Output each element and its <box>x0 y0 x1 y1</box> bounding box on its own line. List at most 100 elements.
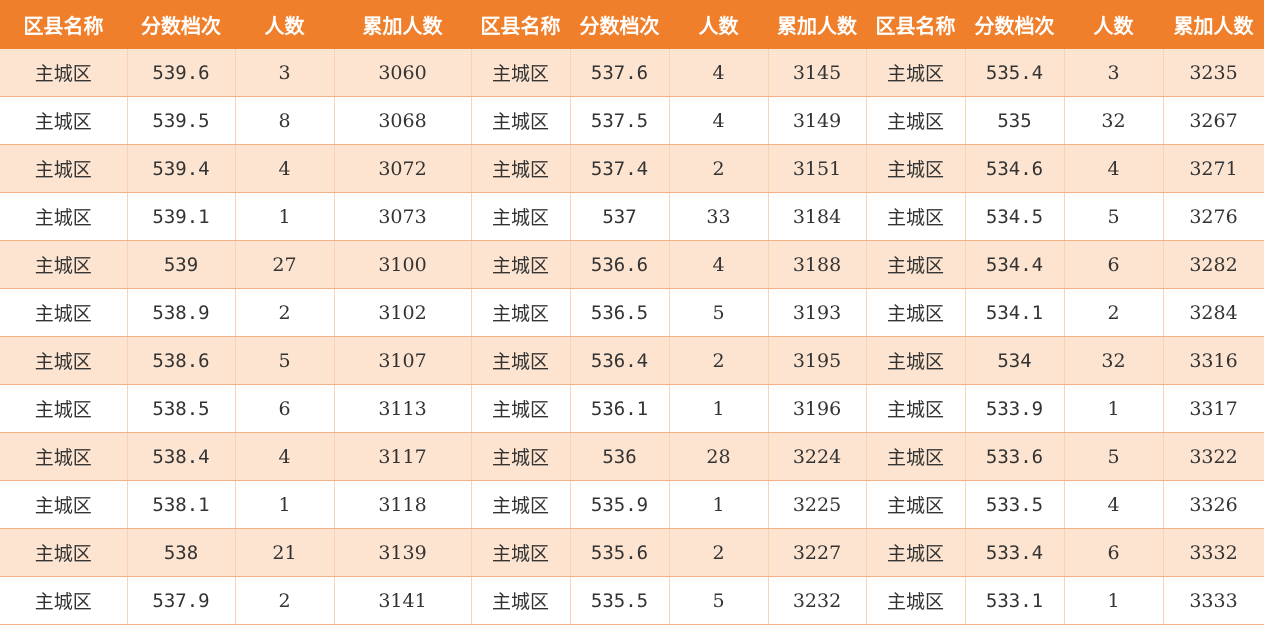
cell-count: 2 <box>669 528 769 577</box>
cell-district: 主城区 <box>0 576 128 625</box>
cell-count: 1 <box>669 480 769 529</box>
cell-score: 539.1 <box>127 192 236 241</box>
cell-district: 主城区 <box>0 192 128 241</box>
cell-score: 535.9 <box>570 480 670 529</box>
header-cumulative: 累加人数 <box>768 0 866 49</box>
cell-cumulative: 3227 <box>768 528 867 577</box>
header-score: 分数档次 <box>127 0 235 49</box>
cell-count: 6 <box>1064 528 1164 577</box>
cell-district: 主城区 <box>471 240 571 289</box>
cell-cumulative: 3224 <box>768 432 867 481</box>
cell-district: 主城区 <box>866 528 966 577</box>
cell-count: 4 <box>669 96 769 145</box>
cell-count: 4 <box>669 240 769 289</box>
cell-cumulative: 3225 <box>768 480 867 529</box>
table-row: 主城区 538.5 6 3113 主城区 536.1 1 3196 主城区 533.9 1 3317 <box>0 384 1264 433</box>
cell-district: 主城区 <box>866 336 966 385</box>
cell-score: 537.4 <box>570 144 670 193</box>
cell-score: 534.5 <box>965 192 1065 241</box>
cell-district: 主城区 <box>866 432 966 481</box>
cell-score: 538 <box>127 528 236 577</box>
cell-cumulative: 3072 <box>334 144 472 193</box>
cell-count: 1 <box>669 384 769 433</box>
cell-district: 主城区 <box>471 49 571 97</box>
cell-cumulative: 3333 <box>1163 576 1264 625</box>
cell-cumulative: 3139 <box>334 528 472 577</box>
cell-district: 主城区 <box>866 144 966 193</box>
cell-cumulative: 3145 <box>768 49 867 97</box>
header-score: 分数档次 <box>570 0 669 49</box>
cell-district: 主城区 <box>0 240 128 289</box>
cell-cumulative: 3184 <box>768 192 867 241</box>
cell-score: 533.5 <box>965 480 1065 529</box>
cell-district: 主城区 <box>471 480 571 529</box>
cell-district: 主城区 <box>471 432 571 481</box>
header-district: 区县名称 <box>866 0 965 49</box>
cell-score: 536.4 <box>570 336 670 385</box>
cell-cumulative: 3188 <box>768 240 867 289</box>
table-row: 主城区 538.4 4 3117 主城区 536 28 3224 主城区 533.6 5 3322 <box>0 432 1264 481</box>
cell-score: 534 <box>965 336 1065 385</box>
cell-cumulative: 3267 <box>1163 96 1264 145</box>
cell-score: 535 <box>965 96 1065 145</box>
cell-score: 535.5 <box>570 576 670 625</box>
cell-cumulative: 3102 <box>334 288 472 337</box>
cell-count: 8 <box>235 96 335 145</box>
cell-cumulative: 3073 <box>334 192 472 241</box>
cell-count: 2 <box>669 144 769 193</box>
cell-cumulative: 3117 <box>334 432 472 481</box>
cell-district: 主城区 <box>866 576 966 625</box>
cell-count: 33 <box>669 192 769 241</box>
table-body: 主城区 539.6 3 3060 主城区 537.6 4 3145 主城区 535.4 3 3235 主… <box>0 49 1264 625</box>
cell-score: 537.5 <box>570 96 670 145</box>
table-row: 主城区 538.6 5 3107 主城区 536.4 2 3195 主城区 534 32 3316 <box>0 336 1264 385</box>
header-district: 区县名称 <box>471 0 570 49</box>
cell-count: 2 <box>669 336 769 385</box>
cell-count: 1 <box>1064 576 1164 625</box>
cell-count: 1 <box>1064 384 1164 433</box>
cell-district: 主城区 <box>471 528 571 577</box>
cell-count: 4 <box>235 144 335 193</box>
cell-score: 539.5 <box>127 96 236 145</box>
cell-score: 533.9 <box>965 384 1065 433</box>
cell-score: 534.4 <box>965 240 1065 289</box>
cell-cumulative: 3235 <box>1163 49 1264 97</box>
header-cumulative: 累加人数 <box>334 0 471 49</box>
cell-district: 主城区 <box>471 96 571 145</box>
cell-cumulative: 3151 <box>768 144 867 193</box>
table-row: 主城区 539 27 3100 主城区 536.6 4 3188 主城区 534.4 6 3282 <box>0 240 1264 289</box>
cell-score: 534.1 <box>965 288 1065 337</box>
header-district: 区县名称 <box>0 0 127 49</box>
cell-district: 主城区 <box>471 336 571 385</box>
table-row: 主城区 539.4 4 3072 主城区 537.4 2 3151 主城区 534.6 4 3271 <box>0 144 1264 193</box>
cell-count: 27 <box>235 240 335 289</box>
cell-count: 1 <box>235 192 335 241</box>
cell-cumulative: 3284 <box>1163 288 1264 337</box>
cell-district: 主城区 <box>471 144 571 193</box>
cell-cumulative: 3196 <box>768 384 867 433</box>
cell-score: 539.4 <box>127 144 236 193</box>
cell-cumulative: 3100 <box>334 240 472 289</box>
cell-district: 主城区 <box>0 96 128 145</box>
cell-score: 536.6 <box>570 240 670 289</box>
cell-cumulative: 3317 <box>1163 384 1264 433</box>
cell-score: 533.1 <box>965 576 1065 625</box>
cell-district: 主城区 <box>866 480 966 529</box>
cell-score: 533.6 <box>965 432 1065 481</box>
cell-count: 21 <box>235 528 335 577</box>
cell-count: 5 <box>1064 192 1164 241</box>
table-row: 主城区 538.1 1 3118 主城区 535.9 1 3225 主城区 533.5 4 3326 <box>0 480 1264 529</box>
cell-score: 537.9 <box>127 576 236 625</box>
cell-district: 主城区 <box>866 384 966 433</box>
table-row: 主城区 539.1 1 3073 主城区 537 33 3184 主城区 534.5 5 3276 <box>0 192 1264 241</box>
cell-count: 4 <box>235 432 335 481</box>
cell-score: 533.4 <box>965 528 1065 577</box>
cell-district: 主城区 <box>866 240 966 289</box>
cell-district: 主城区 <box>0 432 128 481</box>
cell-score: 536.1 <box>570 384 670 433</box>
cell-cumulative: 3149 <box>768 96 867 145</box>
cell-district: 主城区 <box>866 96 966 145</box>
cell-score: 539 <box>127 240 236 289</box>
cell-cumulative: 3232 <box>768 576 867 625</box>
